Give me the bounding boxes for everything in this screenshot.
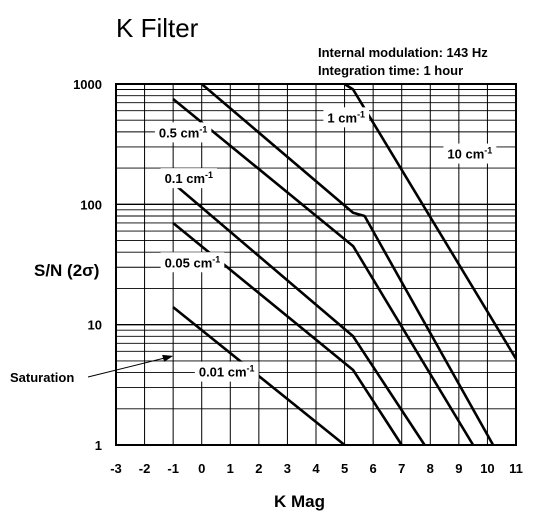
y-axis-label: S/N (2σ) bbox=[34, 261, 99, 280]
x-tick-label: 5 bbox=[341, 461, 348, 476]
x-tick-label: 3 bbox=[284, 461, 291, 476]
x-tick-label: 6 bbox=[370, 461, 377, 476]
series-label-bg bbox=[194, 361, 259, 382]
x-axis-label: K Mag bbox=[274, 492, 325, 511]
series-line-4 bbox=[172, 221, 403, 446]
series-label-bg bbox=[323, 107, 370, 128]
x-tick-label: 8 bbox=[427, 461, 434, 476]
x-tick-label: 9 bbox=[455, 461, 462, 476]
x-tick-label: 1 bbox=[227, 461, 234, 476]
x-tick-label: -3 bbox=[110, 461, 122, 476]
series-label: 0.5 cm-1 bbox=[159, 124, 208, 140]
series-label-bg bbox=[443, 143, 497, 164]
modulation-note: Internal modulation: 143 Hz bbox=[318, 45, 488, 60]
x-tick-label: 2 bbox=[255, 461, 262, 476]
saturation-label: Saturation bbox=[10, 370, 74, 385]
series-label: 0.1 cm-1 bbox=[165, 170, 214, 186]
series-line-3 bbox=[172, 182, 426, 446]
saturation-annotation: Saturation bbox=[10, 354, 174, 385]
series-line-5 bbox=[172, 306, 346, 447]
x-tick-label: 7 bbox=[398, 461, 405, 476]
x-tick-label: 11 bbox=[509, 461, 523, 476]
x-tick-label: 10 bbox=[480, 461, 494, 476]
saturation-arrow-head bbox=[162, 354, 174, 362]
series-label: 0.01 cm-1 bbox=[199, 364, 255, 380]
series-line-0 bbox=[343, 82, 518, 360]
series-label: 1 cm-1 bbox=[327, 109, 365, 125]
series-lines bbox=[172, 82, 518, 447]
series-label-bg bbox=[160, 168, 218, 189]
x-tick-label: 0 bbox=[198, 461, 205, 476]
saturation-arrow-line bbox=[87, 357, 166, 378]
y-tick-label: 1000 bbox=[73, 77, 102, 92]
series-label: 0.05 cm-1 bbox=[165, 254, 221, 270]
x-tick-label: -2 bbox=[139, 461, 151, 476]
series-line-1 bbox=[200, 83, 495, 446]
chart-title: K Filter bbox=[116, 13, 199, 43]
y-tick-label: 1 bbox=[95, 438, 102, 453]
plot-frame bbox=[115, 83, 517, 446]
integration-note: Integration time: 1 hour bbox=[318, 63, 463, 78]
x-tick-label: 4 bbox=[312, 461, 320, 476]
series-line-2 bbox=[172, 97, 475, 446]
series-label-bg bbox=[154, 122, 212, 143]
series-labels: 10 cm-1 1 cm-1 0.5 cm-1 0.1 cm-1 0.05 cm-1 0.… bbox=[154, 107, 497, 382]
y-tick-label: 10 bbox=[88, 318, 102, 333]
series-label-bg bbox=[160, 252, 225, 273]
x-tick-label: -1 bbox=[167, 461, 179, 476]
series-label: 10 cm-1 bbox=[447, 146, 492, 162]
y-tick-label: 100 bbox=[80, 197, 102, 212]
